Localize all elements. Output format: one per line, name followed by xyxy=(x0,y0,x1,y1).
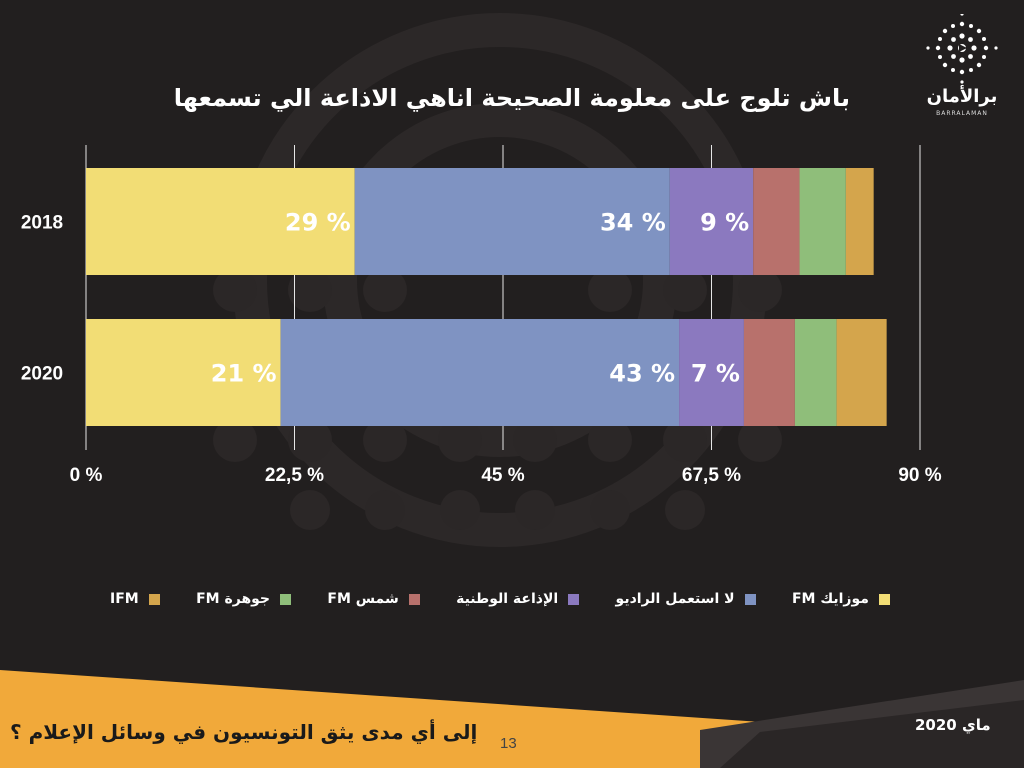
legend-item: الإذاعة الوطنية xyxy=(456,591,580,607)
legend-swatch xyxy=(568,593,580,605)
category-label: 2018 xyxy=(21,213,63,234)
legend-label: موزايك FM xyxy=(791,591,869,607)
bar-segment xyxy=(280,319,680,426)
x-tick-label: 45 % xyxy=(481,465,524,486)
bar-segment xyxy=(679,319,744,426)
data-label: 29 % xyxy=(285,209,351,237)
legend-swatch xyxy=(878,593,890,605)
legend-item: لا استعمل الراديو xyxy=(616,591,756,607)
legend-label: شمس FM xyxy=(327,591,399,607)
bar-segment xyxy=(836,319,887,426)
legend-item: IFM xyxy=(110,591,160,607)
legend-swatch xyxy=(148,593,160,605)
bar-segment xyxy=(86,168,355,275)
legend-item: جوهرة FM xyxy=(196,591,292,607)
x-tick-label: 22,5 % xyxy=(265,465,324,486)
logo-wordmark: برالأمان xyxy=(926,86,998,107)
legend-label: جوهرة FM xyxy=(196,591,271,607)
data-label: 34 % xyxy=(600,209,666,237)
data-label: 9 % xyxy=(700,209,749,237)
bar-segment xyxy=(743,319,795,426)
category-label: 2020 xyxy=(21,364,63,385)
x-tick-label: 67,5 % xyxy=(682,465,741,486)
x-tick-label: 0 % xyxy=(70,465,103,486)
bar-segment xyxy=(845,168,874,275)
footer-date: ماي 2020 xyxy=(915,716,991,734)
footer-band xyxy=(0,670,1024,768)
chart-title: باش تلوج على معلومة الصحيحة اناهي الاذاع… xyxy=(173,84,850,112)
bar-segment xyxy=(669,168,754,275)
legend-swatch xyxy=(280,593,292,605)
legend-swatch xyxy=(408,593,420,605)
chart-legend: موزايك FM لا استعمل الراديو الإذاعة الوطني… xyxy=(110,588,890,610)
bar-segment xyxy=(799,168,846,275)
legend-label: لا استعمل الراديو xyxy=(615,591,735,607)
legend-label: IFM xyxy=(110,591,139,607)
legend-swatch xyxy=(744,593,756,605)
data-label: 43 % xyxy=(609,360,675,388)
legend-label: الإذاعة الوطنية xyxy=(456,591,559,607)
brand-logo: برالأمان BARRALAMAN xyxy=(922,12,1002,122)
legend-item: شمس FM xyxy=(327,591,420,607)
data-label: 21 % xyxy=(211,360,277,388)
data-label: 7 % xyxy=(691,360,740,388)
x-tick-label: 90 % xyxy=(898,465,941,486)
bar-segment xyxy=(794,319,837,426)
bar-segment xyxy=(354,168,670,275)
footer-question: إلى أي مدى يثق التونسيون في وسائل الإعلا… xyxy=(10,720,478,744)
legend-item: موزايك FM xyxy=(792,591,890,607)
bar-segment xyxy=(86,319,281,426)
page-number: 13 xyxy=(500,735,517,752)
logo-subtitle: BARRALAMAN xyxy=(936,110,988,117)
radio-waves-logo-icon xyxy=(926,12,998,84)
bar-segment xyxy=(753,168,800,275)
